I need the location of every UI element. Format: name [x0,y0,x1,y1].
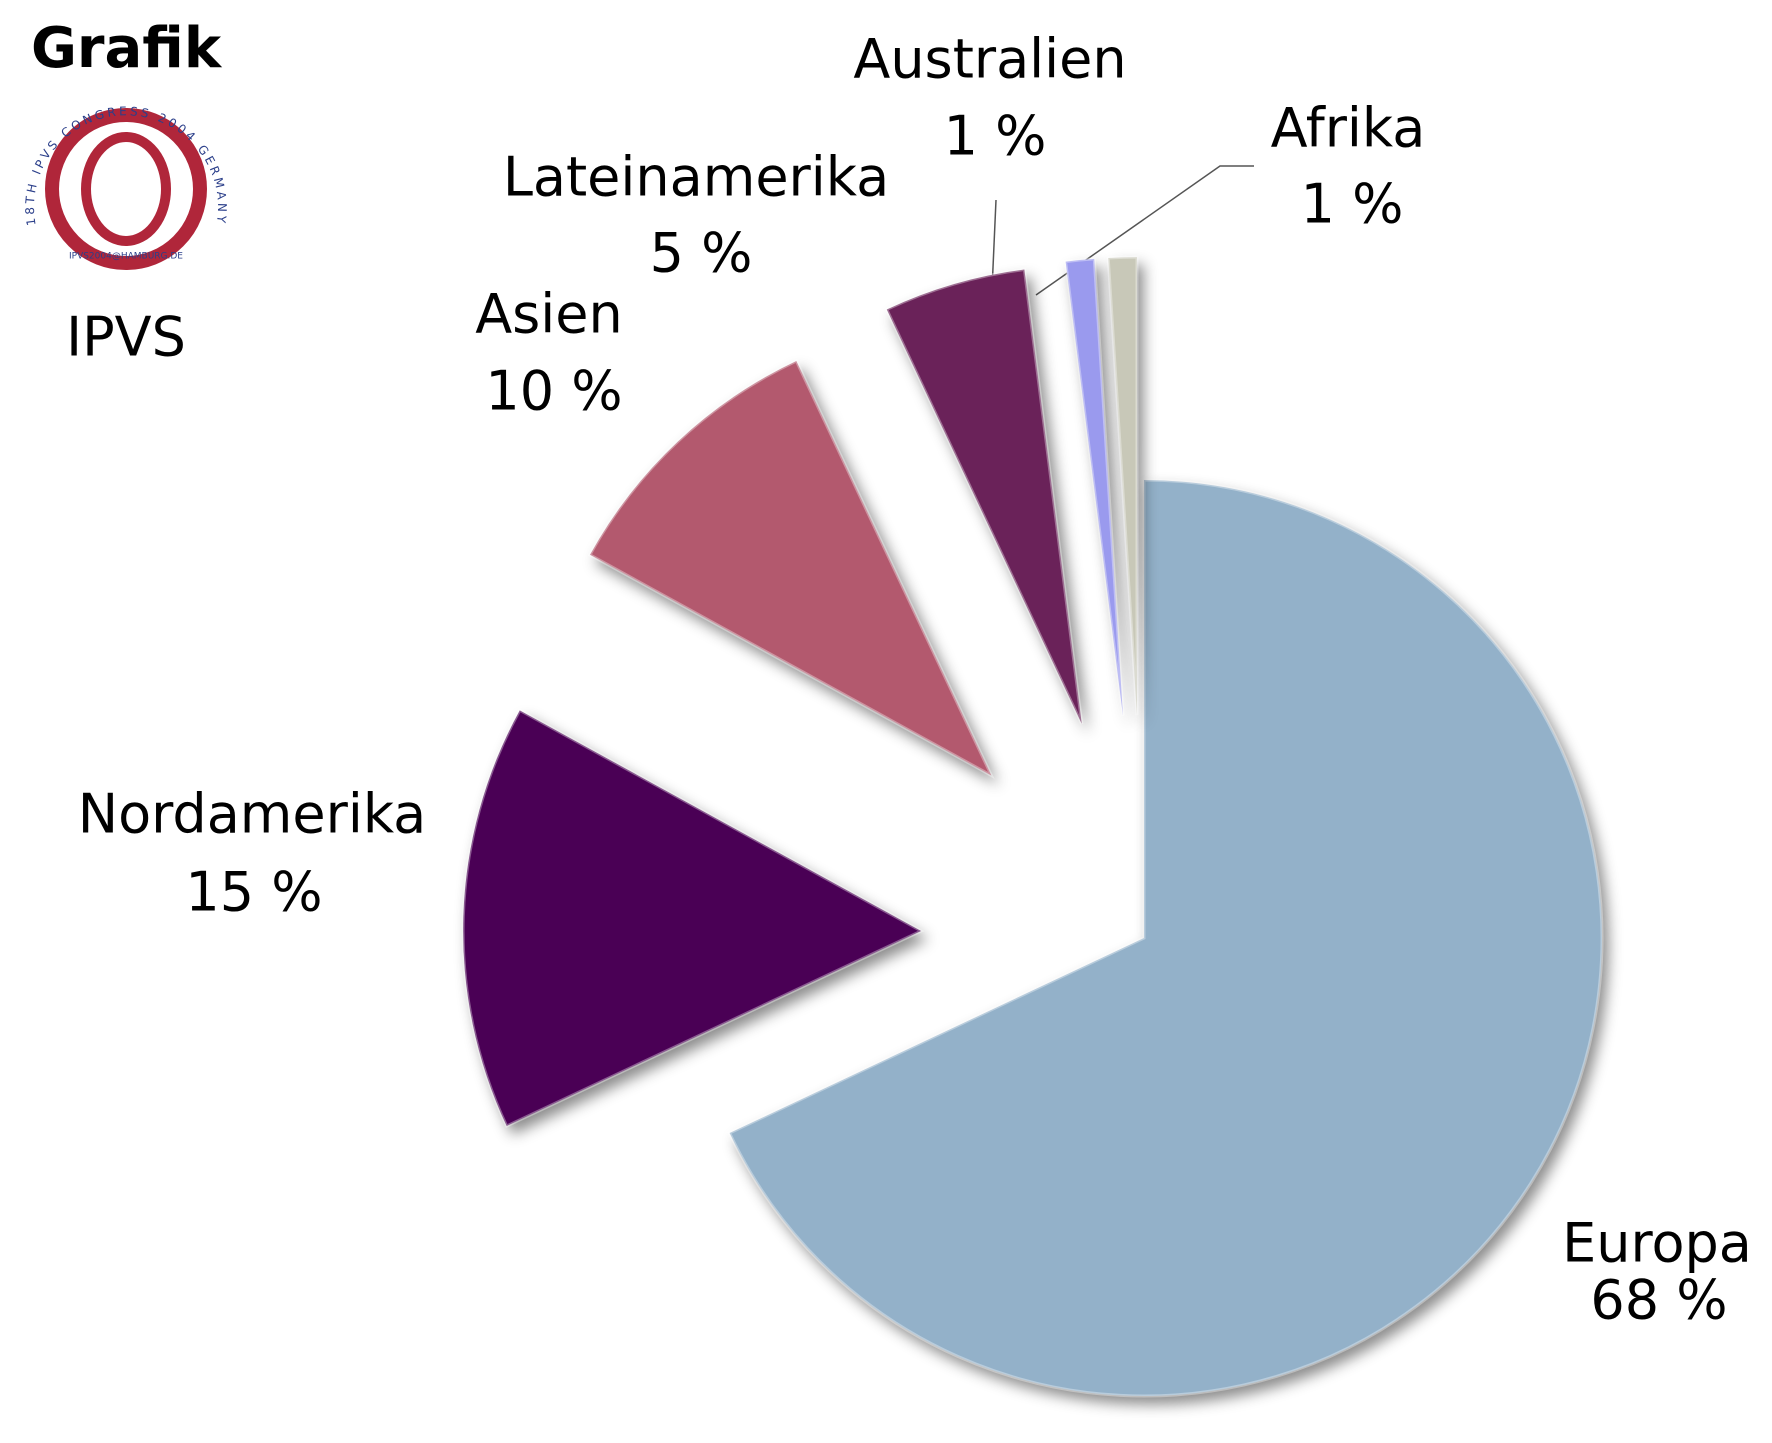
value-label: 1 % [1301,173,1404,236]
value-label: 1 % [944,105,1047,168]
category-label: Australien [853,28,1126,91]
value-label: 5 % [650,222,753,285]
subtitle: IPVS [66,306,186,369]
category-label: Afrika [1271,97,1426,160]
category-label: Lateinamerika [503,146,889,209]
pie-slice [461,708,925,1128]
pie-slice [884,267,1084,725]
category-label: Nordamerika [78,783,427,846]
value-label: 15 % [185,861,322,924]
category-label: Asien [475,283,623,346]
logo: 18TH IPVS CONGRESS 2004 GERMANY IPVS2004… [23,104,226,270]
category-label: Europa [1562,1212,1752,1275]
pie-slice [587,359,995,779]
pie-slice [1106,255,1139,716]
value-label: 68 % [1590,1269,1727,1332]
pie-slice [727,478,1604,1398]
logo-email: IPVS2004@HAMBURG.DE [69,252,183,262]
title: Grafik [31,16,223,81]
pie-slice [1063,257,1125,717]
value-label: 10 % [485,360,622,423]
leader-line [1035,165,1254,296]
